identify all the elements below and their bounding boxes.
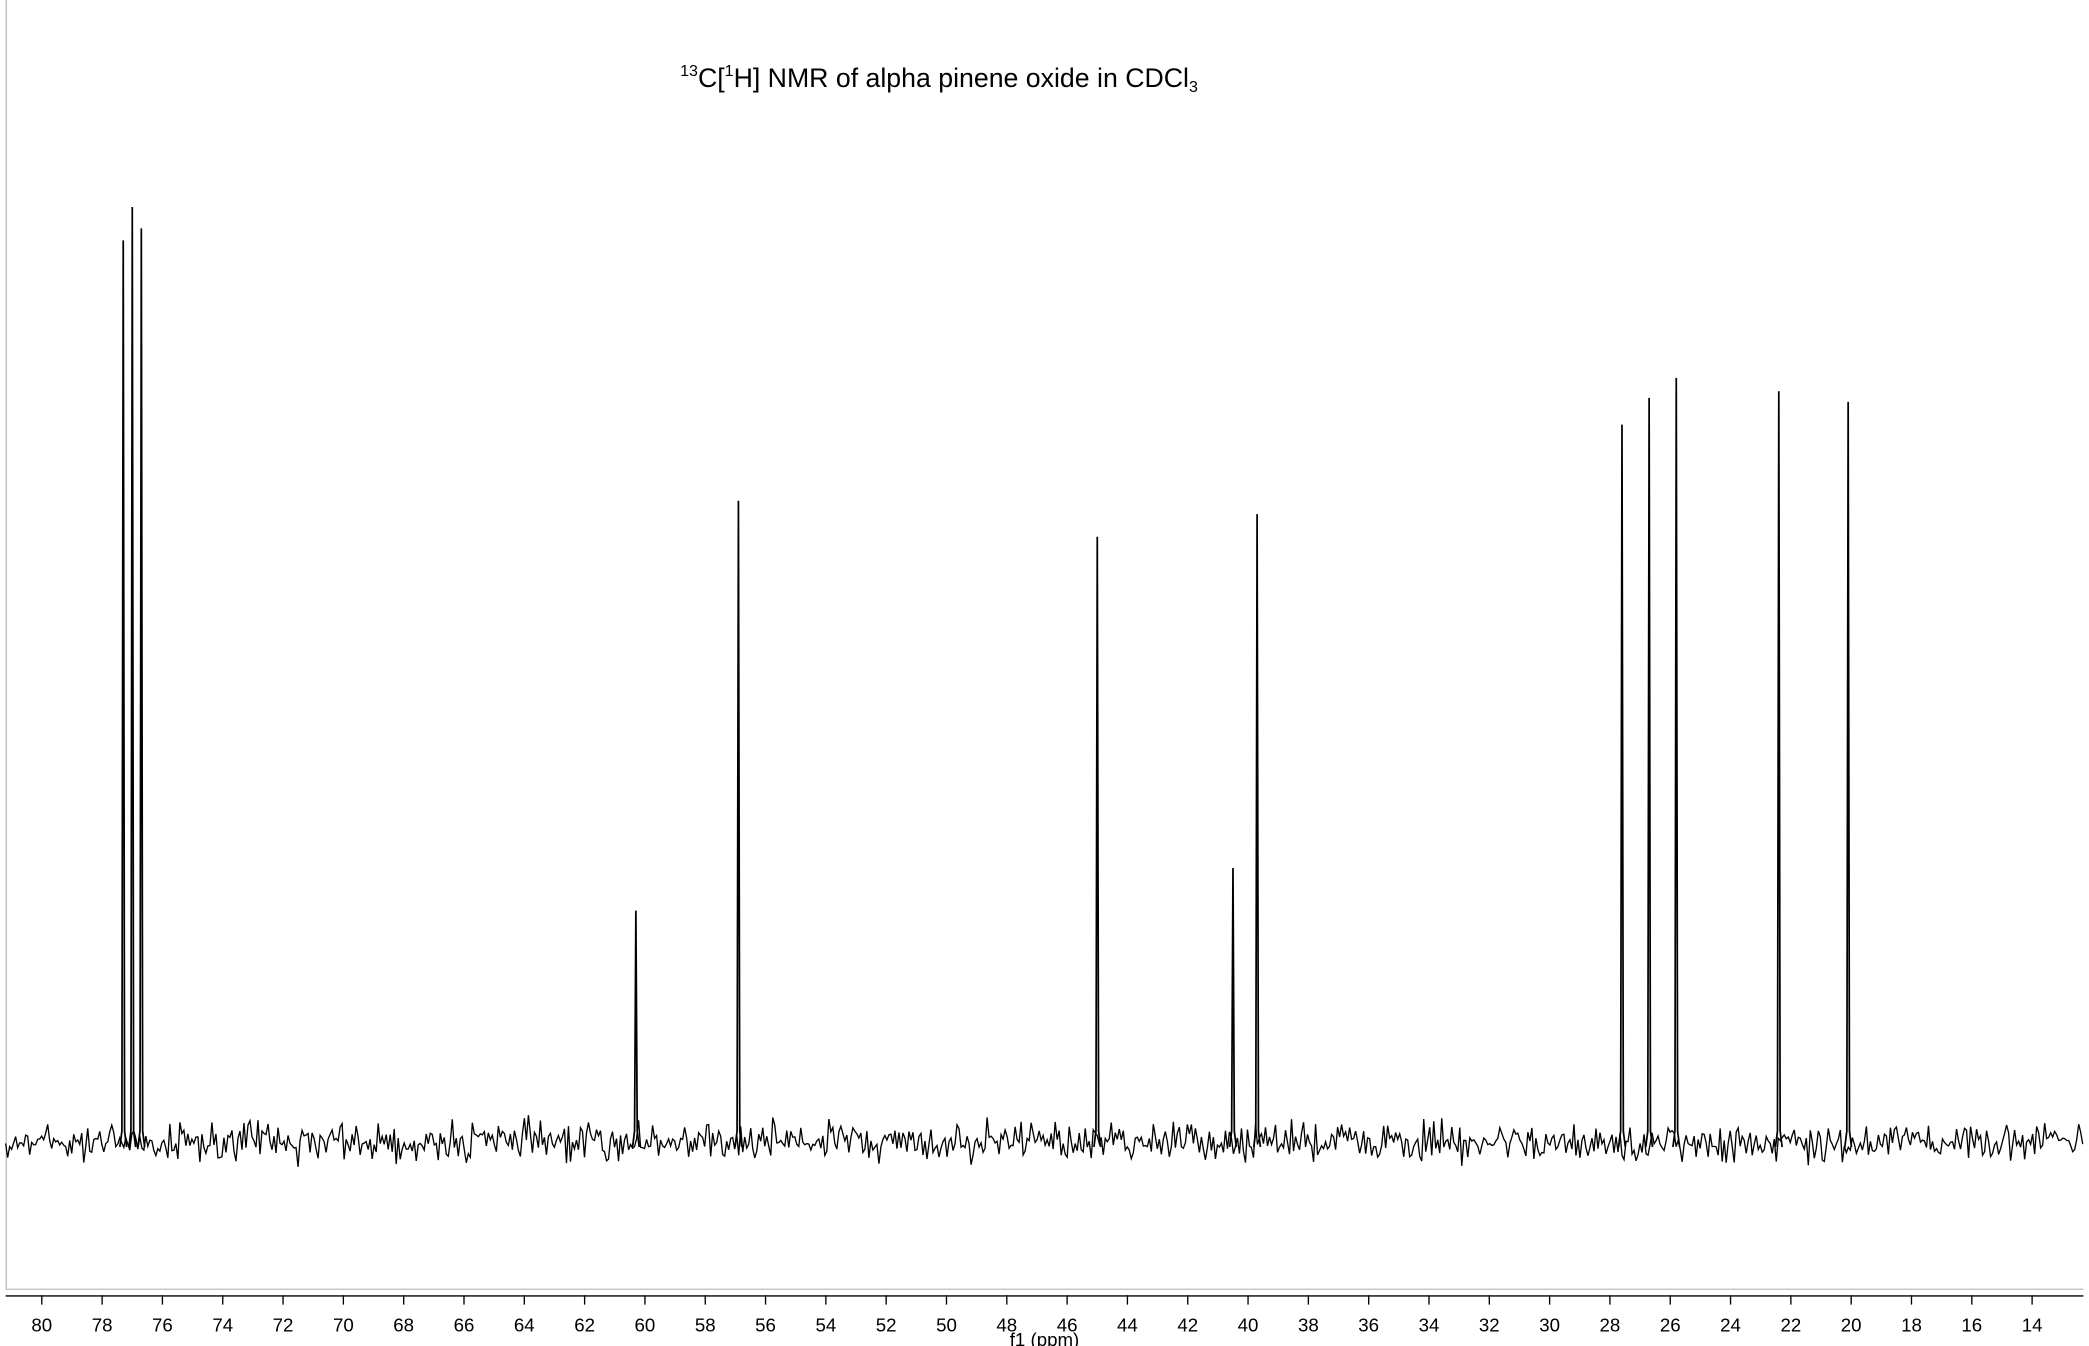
title-sub: 3 [1189,78,1198,96]
x-tick-label: 18 [1901,1314,1922,1335]
peak [1228,867,1238,1148]
peak [1672,377,1681,1148]
x-tick-label: 58 [695,1314,716,1335]
title-sup: 13 [680,62,698,80]
peak [1843,401,1853,1148]
title-text: H] NMR of alpha pinene oxide in CDCl [734,63,1189,93]
x-tick-label: 16 [1961,1314,1982,1335]
x-tick-label: 28 [1600,1314,1621,1335]
x-tick-label: 22 [1780,1314,1801,1335]
x-tick-label: 20 [1841,1314,1862,1335]
x-tick-label: 26 [1660,1314,1681,1335]
title-sup: 1 [725,62,734,80]
x-tick-label: 68 [393,1314,414,1335]
x-tick-label: 42 [1177,1314,1198,1335]
peak [1252,514,1262,1148]
x-tick-label: 14 [2022,1314,2043,1335]
x-tick-label: 44 [1117,1314,1138,1335]
x-tick-label: 62 [574,1314,595,1335]
x-tick-label: 60 [635,1314,656,1335]
x-tick-label: 46 [1057,1314,1078,1335]
x-tick-label: 56 [755,1314,776,1335]
x-tick-label: 74 [212,1314,233,1335]
x-tick-label: 64 [514,1314,535,1335]
x-tick-label: 34 [1419,1314,1440,1335]
x-tick-label: 54 [815,1314,836,1335]
x-tick-label: 66 [454,1314,475,1335]
peak [128,206,137,1148]
chart-title: 13C[1H] NMR of alpha pinene oxide in CDC… [680,62,1198,96]
x-tick-label: 76 [152,1314,173,1335]
x-tick-label: 38 [1298,1314,1319,1335]
peak [1774,391,1784,1148]
peak [1093,536,1102,1148]
title-text: C[ [698,63,725,93]
peak [137,228,146,1148]
x-tick-label: 80 [31,1314,52,1335]
x-tick-label: 32 [1479,1314,1500,1335]
peak [1617,424,1627,1148]
x-tick-label: 78 [92,1314,113,1335]
x-tick-label: 72 [273,1314,294,1335]
peak [1644,397,1654,1148]
x-tick-label: 48 [996,1314,1017,1335]
x-tick-label: 40 [1238,1314,1259,1335]
x-tick-label: 50 [936,1314,957,1335]
baseline-noise [4,1115,2084,1167]
x-tick-label: 70 [333,1314,354,1335]
x-tick-label: 30 [1539,1314,1560,1335]
peak [631,910,641,1148]
x-axis-label: f1 (ppm) [1010,1329,1080,1346]
x-tick-label: 24 [1720,1314,1741,1335]
x-tick-label: 52 [876,1314,897,1335]
x-tick-label: 36 [1358,1314,1379,1335]
peak [119,240,128,1148]
peak [734,500,743,1148]
